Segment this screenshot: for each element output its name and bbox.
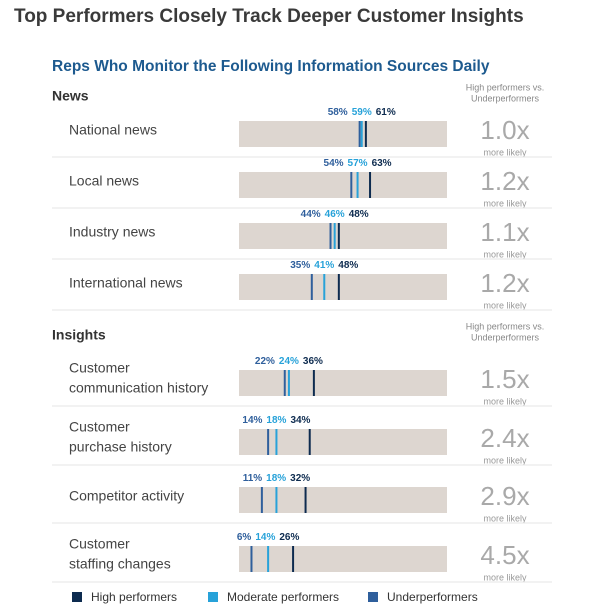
ratio: 1.5x xyxy=(480,364,529,394)
value-labels: 22% 24% 36% xyxy=(255,356,323,367)
ratio-note: more likely xyxy=(483,455,527,465)
value-labels: 11% 18% 32% xyxy=(243,473,311,484)
value-labels: 14% 18% 34% xyxy=(242,415,310,426)
track xyxy=(239,172,447,198)
ratio: 1.2x xyxy=(480,166,529,196)
value-label: 32% xyxy=(290,473,310,484)
legend-swatch xyxy=(368,592,378,602)
ratio-note: more likely xyxy=(483,513,527,523)
ratio-note: more likely xyxy=(483,249,527,259)
ratio: 2.9x xyxy=(480,481,529,511)
value-labels: 35% 41% 48% xyxy=(290,260,358,271)
row-label: Customer xyxy=(69,536,130,552)
row-label: Local news xyxy=(69,173,139,189)
value-label: 58% xyxy=(328,107,348,118)
track xyxy=(239,223,447,249)
value-label: 35% xyxy=(290,260,310,271)
track xyxy=(239,121,447,147)
legend-label: High performers xyxy=(91,590,177,604)
value-label: 63% xyxy=(372,158,392,169)
group-note: Underperformers xyxy=(471,332,540,342)
value-label: 34% xyxy=(290,415,310,426)
ratio: 1.1x xyxy=(480,217,529,247)
ratio-note: more likely xyxy=(483,396,527,406)
value-label: 36% xyxy=(303,356,323,367)
value-label: 48% xyxy=(349,209,369,220)
row-label: National news xyxy=(69,122,157,138)
value-label: 24% xyxy=(279,356,299,367)
ratio-note: more likely xyxy=(483,147,527,157)
ratio-note: more likely xyxy=(483,198,527,208)
group-title: Insights xyxy=(52,327,106,343)
group-note: High performers vs. xyxy=(466,82,545,92)
row-label: staffing changes xyxy=(69,556,171,572)
group-note: High performers vs. xyxy=(466,321,545,331)
chart-title: Top Performers Closely Track Deeper Cust… xyxy=(14,6,524,27)
value-label: 18% xyxy=(266,415,286,426)
value-label: 61% xyxy=(376,107,396,118)
track xyxy=(239,487,447,513)
value-label: 46% xyxy=(325,209,345,220)
row-label: Competitor activity xyxy=(69,488,184,504)
value-labels: 6% 14% 26% xyxy=(237,532,300,543)
track xyxy=(239,274,447,300)
value-label: 14% xyxy=(255,532,275,543)
track xyxy=(239,546,447,572)
ratio: 1.2x xyxy=(480,268,529,298)
value-label: 18% xyxy=(266,473,286,484)
legend-swatch xyxy=(208,592,218,602)
group-title: News xyxy=(52,88,89,104)
value-label: 54% xyxy=(324,158,344,169)
row-label: purchase history xyxy=(69,439,172,455)
chart-subtitle: Reps Who Monitor the Following Informati… xyxy=(52,58,490,75)
legend-swatch xyxy=(72,592,82,602)
legend-label: Moderate performers xyxy=(227,590,339,604)
ratio: 4.5x xyxy=(480,540,529,570)
ratio-note: more likely xyxy=(483,300,527,310)
value-label: 41% xyxy=(314,260,334,271)
ratio: 1.0x xyxy=(480,115,529,145)
value-label: 57% xyxy=(348,158,368,169)
row-label: communication history xyxy=(69,380,208,396)
value-label: 26% xyxy=(279,532,299,543)
row-label: Customer xyxy=(69,360,130,376)
row-label: Customer xyxy=(69,419,130,435)
track xyxy=(239,370,447,396)
value-label: 48% xyxy=(338,260,358,271)
value-labels: 44% 46% 48% xyxy=(301,209,369,220)
value-labels: 54% 57% 63% xyxy=(324,158,392,169)
value-label: 44% xyxy=(301,209,321,220)
value-label: 11% xyxy=(243,473,263,484)
value-label: 14% xyxy=(242,415,262,426)
row-label: Industry news xyxy=(69,224,155,240)
legend-label: Underperformers xyxy=(387,590,478,604)
value-label: 6% xyxy=(237,532,252,543)
value-labels: 58% 59% 61% xyxy=(328,107,396,118)
value-label: 59% xyxy=(352,107,372,118)
value-label: 22% xyxy=(255,356,275,367)
group-note: Underperformers xyxy=(471,93,540,103)
row-label: International news xyxy=(69,275,183,291)
track xyxy=(239,429,447,455)
ratio-note: more likely xyxy=(483,572,527,582)
ratio: 2.4x xyxy=(480,423,529,453)
